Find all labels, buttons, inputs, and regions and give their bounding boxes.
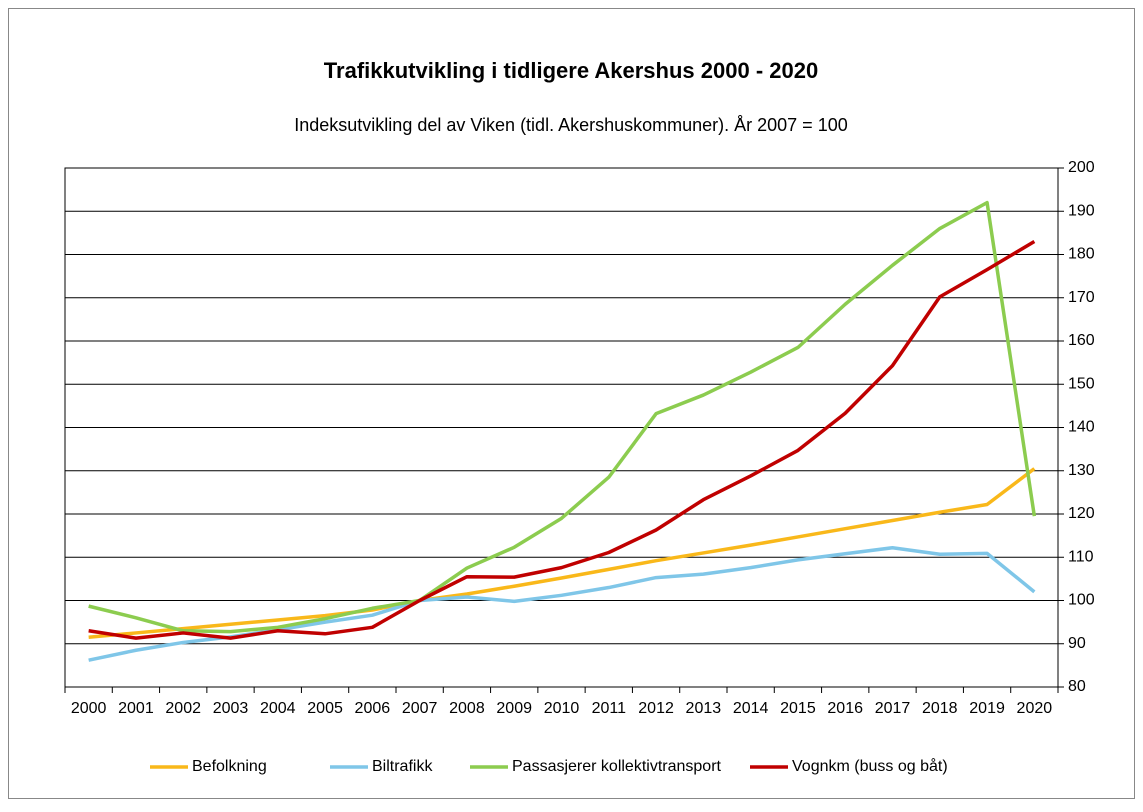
x-tick-label: 2002 <box>165 700 201 717</box>
x-tick-label: 2009 <box>496 700 532 717</box>
x-tick-label: 2017 <box>875 700 911 717</box>
x-tick-label: 2004 <box>260 700 296 717</box>
y-tick-label: 150 <box>1068 375 1095 392</box>
y-tick-label: 80 <box>1068 678 1086 695</box>
legend-label: Vognkm (buss og båt) <box>792 757 948 775</box>
x-tick-label: 2011 <box>592 700 627 717</box>
series-line <box>88 240 1036 640</box>
y-tick-label: 140 <box>1068 419 1095 436</box>
x-tick-label: 2015 <box>780 700 816 717</box>
x-tick-label: 2006 <box>355 700 391 717</box>
x-tick-label: 2018 <box>922 700 958 717</box>
x-tick-label: 2019 <box>969 700 1005 717</box>
y-tick-label: 110 <box>1068 548 1094 565</box>
x-tick-label: 2010 <box>544 700 580 717</box>
x-tick-label: 2008 <box>449 700 485 717</box>
x-tick-label: 2014 <box>733 700 769 717</box>
legend-label: Passasjerer kollektivtransport <box>512 758 722 775</box>
x-tick-label: 2003 <box>213 700 249 717</box>
x-tick-label: 2012 <box>638 700 674 717</box>
x-tick-label: 2013 <box>686 700 722 717</box>
y-tick-label: 170 <box>1068 289 1095 306</box>
y-tick-label: 100 <box>1068 592 1095 609</box>
y-tick-label: 160 <box>1068 332 1095 349</box>
x-tick-label: 2001 <box>118 700 154 717</box>
legend-label: Biltrafikk <box>372 758 433 775</box>
x-tick-label: 2005 <box>307 700 343 717</box>
chart-frame <box>8 8 1135 799</box>
series-line <box>88 467 1036 640</box>
series-line <box>88 200 1037 634</box>
y-tick-label: 120 <box>1068 505 1095 522</box>
x-tick-label: 2000 <box>71 700 107 717</box>
y-tick-label: 200 <box>1068 159 1095 176</box>
y-tick-label: 90 <box>1068 635 1086 652</box>
x-tick-label: 2016 <box>827 700 863 717</box>
chart-subtitle: Indeksutvikling del av Viken (tidl. Aker… <box>294 115 847 135</box>
legend-label: Befolkning <box>192 758 267 775</box>
y-tick-label: 130 <box>1068 462 1095 479</box>
y-tick-label: 180 <box>1068 246 1095 263</box>
y-tick-label: 190 <box>1068 202 1095 219</box>
x-tick-label: 2020 <box>1017 700 1053 717</box>
x-tick-label: 2007 <box>402 700 438 717</box>
chart-title: Trafikkutvikling i tidligere Akershus 20… <box>324 58 818 83</box>
